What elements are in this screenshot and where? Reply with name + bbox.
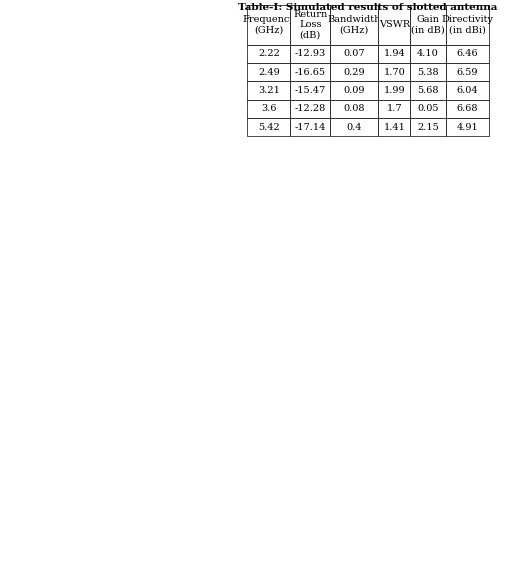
Text: Table-I: Simulated results of slotted antenna: Table-I: Simulated results of slotted an… (238, 3, 497, 12)
